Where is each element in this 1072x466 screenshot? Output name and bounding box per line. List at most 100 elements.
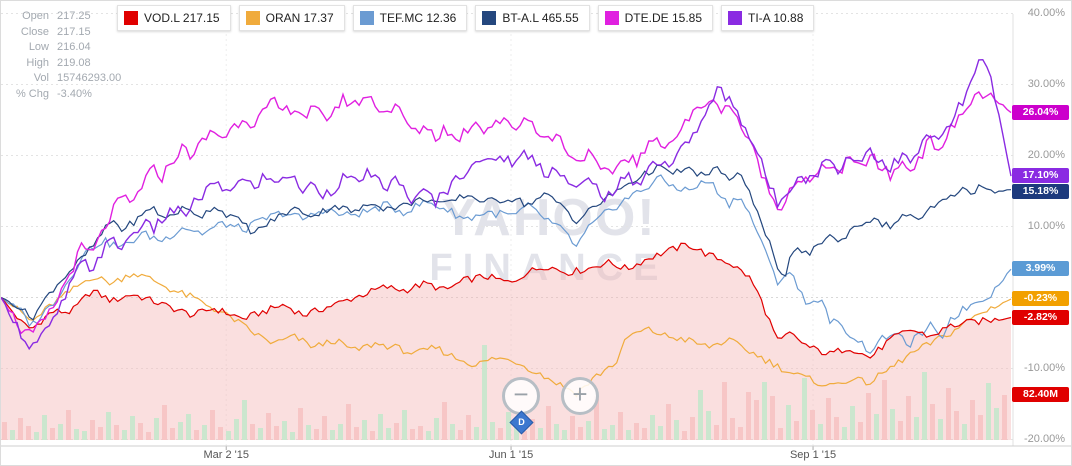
volume-bar xyxy=(586,421,591,440)
zoom-in-button[interactable]: + xyxy=(561,377,599,415)
ohlc-pctchg-label: % Chg xyxy=(15,87,49,100)
legend-label-tefmc: TEF.MC 12.36 xyxy=(379,11,457,25)
volume-bar xyxy=(882,380,887,440)
volume-bar xyxy=(770,396,775,440)
ohlc-close-label: Close xyxy=(20,25,49,38)
volume-bar xyxy=(34,432,39,440)
ohlc-close-value: 217.15 xyxy=(57,25,91,38)
volume-bar xyxy=(394,423,399,440)
ohlc-low-label: Low xyxy=(28,41,49,53)
series-line-TEF.MC[interactable] xyxy=(1,174,1012,355)
volume-bar xyxy=(778,428,783,440)
ohlc-low-row: Low 216.04 xyxy=(7,40,121,56)
legend-item-btal[interactable]: BT-A.L 465.55 xyxy=(475,5,590,31)
volume-bar xyxy=(978,415,983,440)
volume-bar xyxy=(514,425,519,440)
volume-bar xyxy=(914,417,919,440)
volume-bar xyxy=(314,429,319,440)
tia-color-swatch xyxy=(728,11,743,25)
volume-bar xyxy=(650,415,655,440)
volume-bar xyxy=(858,422,863,440)
legend-item-tia[interactable]: TI-A 10.88 xyxy=(721,5,815,31)
volume-bar xyxy=(162,405,167,440)
ohlc-close-row: Close 217.15 xyxy=(7,25,121,41)
ohlc-high-value: 219.08 xyxy=(57,56,91,69)
volume-bar xyxy=(730,418,735,440)
series-line-DTE.DE[interactable] xyxy=(1,91,1012,335)
volume-bar xyxy=(530,419,535,440)
volume-bar xyxy=(970,400,975,440)
volume-bar xyxy=(826,398,831,440)
volume-bar xyxy=(986,383,991,440)
vodl-color-swatch xyxy=(124,11,138,25)
volume-bar xyxy=(938,419,943,440)
volume-bar xyxy=(378,414,383,440)
volume-bar xyxy=(82,431,87,440)
legend-label-vodl: VOD.L 217.15 xyxy=(144,11,220,25)
volume-bar xyxy=(290,432,295,440)
legend-item-vodl[interactable]: VOD.L 217.15 xyxy=(117,5,231,31)
volume-bar xyxy=(954,411,959,440)
legend-item-oran[interactable]: ORAN 17.37 xyxy=(238,5,345,31)
volume-bar xyxy=(402,410,407,440)
volume-bar xyxy=(298,408,303,440)
legend-item-dtede[interactable]: DTE.DE 15.85 xyxy=(597,5,714,31)
ohlc-vol-row: Vol 15746293.00 xyxy=(7,71,122,87)
volume-bar xyxy=(26,426,31,440)
series-line-BT-A.L[interactable] xyxy=(1,164,1012,321)
volume-bar xyxy=(482,345,487,440)
volume-bar xyxy=(242,400,247,440)
volume-bar xyxy=(610,425,615,440)
legend-item-tefmc[interactable]: TEF.MC 12.36 xyxy=(352,5,468,31)
volume-bar xyxy=(10,430,15,440)
volume-bar xyxy=(690,417,695,440)
volume-bar xyxy=(226,431,231,440)
legend-label-tia: TI-A 10.88 xyxy=(748,11,804,25)
volume-bar xyxy=(354,427,359,440)
volume-bar xyxy=(122,430,127,440)
dtede-color-swatch xyxy=(604,11,619,25)
volume-bar xyxy=(442,402,447,440)
volume-bar xyxy=(570,416,575,440)
volume-bar xyxy=(66,410,71,440)
zoom-out-button[interactable]: − xyxy=(502,377,540,415)
volume-bar xyxy=(946,388,951,440)
ohlc-panel: Open 217.25 Close 217.15 Low 216.04 High 219… xyxy=(7,9,121,102)
yahoo-finance-watermark: YAHOO! FINANCE xyxy=(419,191,679,291)
ohlc-open-value: 217.25 xyxy=(57,10,91,22)
volume-bar xyxy=(490,422,495,440)
volume-bar xyxy=(618,412,623,440)
volume-bar xyxy=(42,415,47,440)
volume-bar xyxy=(722,382,727,440)
volume-bar xyxy=(522,431,527,440)
ohlc-low-value: 216.04 xyxy=(57,41,91,53)
volume-bar xyxy=(474,427,479,440)
volume-bar xyxy=(434,418,439,440)
volume-bar xyxy=(74,429,79,440)
volume-bar xyxy=(330,430,335,440)
volume-bar xyxy=(234,419,239,440)
volume-bar xyxy=(1002,395,1007,440)
volume-bar xyxy=(682,431,687,440)
volume-bar xyxy=(50,428,55,440)
volume-bar xyxy=(746,392,751,440)
series-line-ORAN[interactable] xyxy=(1,273,1012,398)
volume-bar xyxy=(114,425,119,440)
volume-bar xyxy=(794,421,799,440)
volume-bar xyxy=(642,428,647,440)
volume-bar xyxy=(282,421,287,440)
volume-bar xyxy=(578,427,583,440)
volume-bar xyxy=(554,424,559,440)
volume-bar xyxy=(962,424,967,440)
series-line-VOD.L[interactable] xyxy=(1,242,1012,359)
volume-bar xyxy=(562,430,567,440)
legend-label-btal: BT-A.L 465.55 xyxy=(502,11,579,25)
volume-bar xyxy=(818,424,823,440)
series-area-VOD.L xyxy=(1,243,1011,440)
ohlc-vol-label: Vol xyxy=(33,72,49,84)
volume-bar xyxy=(658,426,663,440)
volume-bar xyxy=(410,429,415,440)
volume-bar xyxy=(2,422,7,440)
series-line-TI-A[interactable] xyxy=(1,58,1012,351)
